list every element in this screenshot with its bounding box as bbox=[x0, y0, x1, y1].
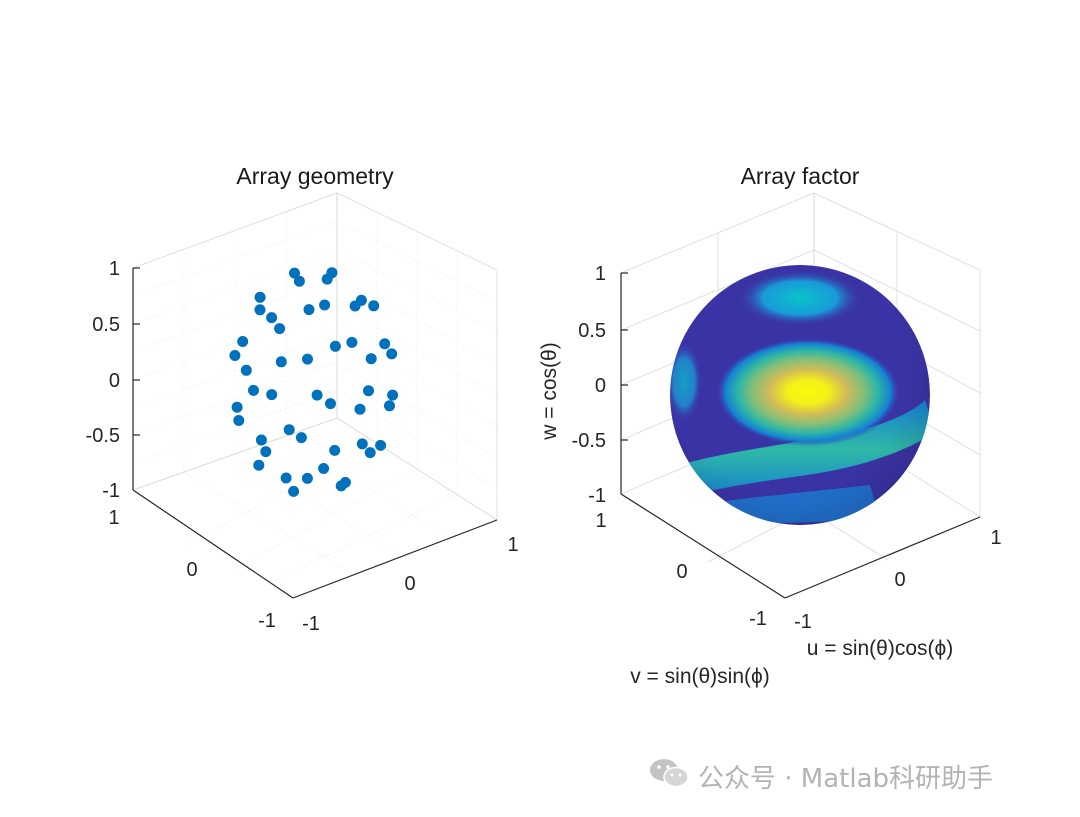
array-element-marker bbox=[266, 389, 278, 401]
right-z-tick-labels: 1 0.5 0 -0.5 -1 bbox=[572, 263, 606, 507]
array-element-marker bbox=[295, 432, 307, 444]
z-axis-label: w = cos(θ) bbox=[538, 342, 561, 440]
x-tick-label: 1 bbox=[990, 527, 1001, 549]
right-y-tick-labels: 1 0 -1 bbox=[595, 510, 766, 630]
y-tick-label: -1 bbox=[749, 608, 767, 630]
array-element-marker bbox=[384, 400, 395, 412]
z-tick-label: 1 bbox=[109, 258, 120, 280]
array-element-marker bbox=[325, 398, 336, 410]
y-tick-label: 1 bbox=[108, 507, 119, 529]
y-tick-label: -1 bbox=[258, 610, 276, 632]
array-geometry-title: Array geometry bbox=[236, 163, 394, 189]
y-tick-label: 0 bbox=[186, 559, 197, 581]
array-element-marker bbox=[289, 267, 300, 279]
array-element-marker bbox=[326, 267, 338, 279]
array-element-marker bbox=[240, 364, 252, 376]
array-element-marker bbox=[301, 472, 313, 484]
array-element-marker bbox=[229, 350, 241, 361]
array-element-marker bbox=[274, 323, 286, 335]
array-element-marker bbox=[255, 434, 267, 446]
z-tick-label: 0 bbox=[595, 375, 606, 397]
array-element-marker bbox=[233, 415, 245, 426]
array-element-marker bbox=[283, 424, 295, 436]
array-element-marker bbox=[364, 447, 376, 459]
x-tick-label: 1 bbox=[507, 534, 518, 556]
array-element-marker bbox=[346, 336, 358, 348]
array-element-marker bbox=[375, 439, 387, 451]
array-element-marker bbox=[319, 299, 331, 311]
array-element-marker bbox=[275, 356, 287, 368]
z-tick-label: -0.5 bbox=[572, 430, 606, 452]
z-tick-label: 0.5 bbox=[578, 320, 606, 342]
array-element-marker bbox=[231, 401, 243, 413]
array-element-marker bbox=[329, 444, 341, 456]
wechat-icon bbox=[648, 756, 690, 797]
array-element-marker bbox=[356, 438, 368, 450]
array-element-marker bbox=[368, 300, 380, 312]
array-element-marker bbox=[339, 476, 351, 488]
array-element-marker bbox=[303, 304, 315, 316]
y-tick-label: 0 bbox=[676, 561, 687, 583]
z-tick-label: -1 bbox=[102, 480, 120, 502]
x-tick-label: -1 bbox=[302, 613, 320, 635]
watermark: 公众号 · Matlab科研助手 bbox=[648, 756, 993, 796]
array-geometry-plot: Array geometry bbox=[86, 163, 519, 635]
left-axes-grid bbox=[132, 192, 498, 599]
z-tick-label: -0.5 bbox=[86, 425, 120, 447]
array-factor-title: Array factor bbox=[741, 163, 860, 189]
array-element-marker bbox=[302, 353, 313, 365]
array-element-marker bbox=[365, 353, 377, 365]
left-x-tick-labels: -1 0 1 bbox=[302, 534, 518, 635]
array-element-marker bbox=[260, 446, 272, 458]
array-element-marker bbox=[253, 459, 265, 471]
array-element-marker bbox=[387, 389, 399, 401]
x-tick-label: 0 bbox=[404, 573, 415, 595]
left-y-tick-labels: 1 0 -1 bbox=[108, 507, 275, 632]
array-element-marker bbox=[254, 304, 266, 316]
array-element-marker bbox=[379, 338, 391, 350]
array-element-marker bbox=[293, 275, 305, 287]
array-factor-plot: Array factor bbox=[538, 163, 1002, 688]
array-element-markers bbox=[229, 267, 399, 497]
array-element-marker bbox=[355, 294, 367, 306]
z-tick-label: 0.5 bbox=[92, 314, 120, 336]
array-element-marker bbox=[254, 291, 266, 303]
array-element-marker bbox=[237, 336, 249, 347]
y-axis-label: v = sin(θ)sin(ϕ) bbox=[630, 665, 770, 688]
array-element-marker bbox=[280, 472, 292, 484]
left-z-tick-labels: 1 0.5 0 -0.5 -1 bbox=[86, 258, 120, 502]
right-x-tick-labels: -1 0 1 bbox=[794, 527, 1001, 633]
x-axis-label: u = sin(θ)cos(ϕ) bbox=[807, 637, 954, 660]
z-tick-label: -1 bbox=[588, 485, 606, 507]
watermark-text: 公众号 · Matlab科研助手 bbox=[698, 763, 994, 794]
array-factor-sphere bbox=[670, 265, 930, 525]
array-element-marker bbox=[354, 403, 366, 415]
z-tick-label: 1 bbox=[595, 263, 606, 285]
array-element-marker bbox=[311, 389, 323, 401]
array-element-marker bbox=[288, 485, 300, 497]
array-element-marker bbox=[329, 340, 341, 352]
x-tick-label: -1 bbox=[794, 611, 812, 633]
z-tick-label: 0 bbox=[109, 370, 120, 392]
array-element-marker bbox=[363, 385, 374, 397]
y-tick-label: 1 bbox=[595, 510, 606, 532]
array-element-marker bbox=[318, 463, 330, 474]
array-element-marker bbox=[386, 348, 398, 360]
array-element-marker bbox=[248, 384, 259, 396]
array-element-marker bbox=[266, 312, 278, 324]
x-tick-label: 0 bbox=[894, 569, 905, 591]
